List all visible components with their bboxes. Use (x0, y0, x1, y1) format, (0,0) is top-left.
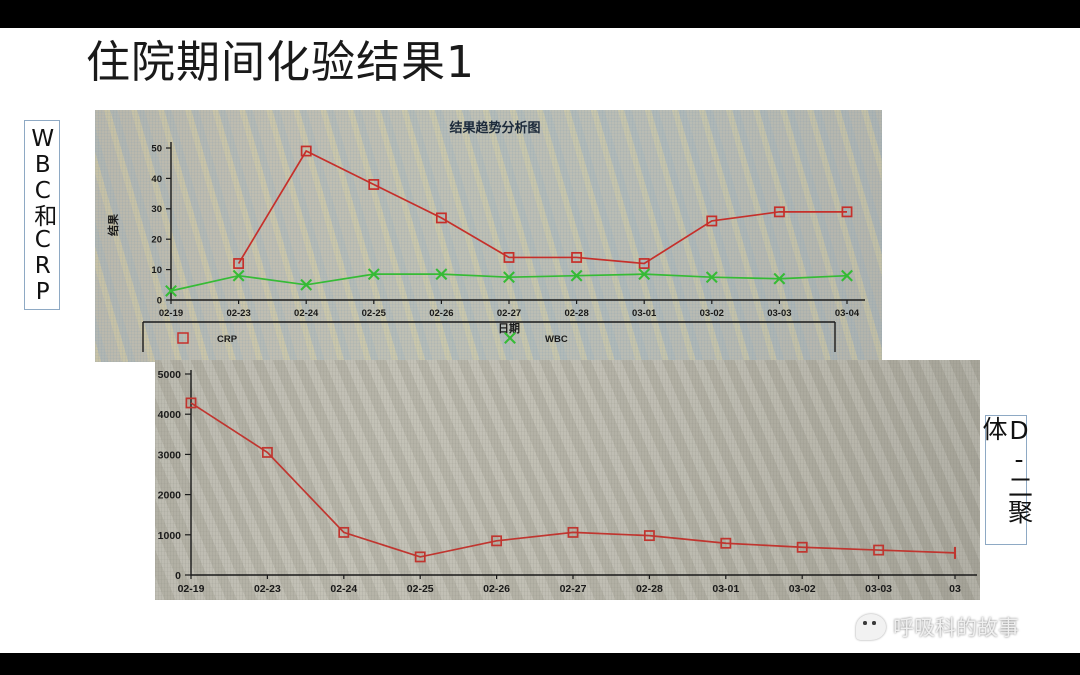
svg-text:30: 30 (151, 204, 162, 215)
svg-text:02-28: 02-28 (636, 583, 663, 595)
svg-text:CRP: CRP (217, 334, 238, 345)
wechat-icon (856, 614, 886, 640)
svg-text:02-19: 02-19 (159, 308, 183, 319)
letterbox-top (0, 0, 1080, 28)
svg-text:结果: 结果 (106, 214, 120, 237)
watermark: 呼吸科的故事 (856, 606, 1060, 648)
svg-text:03-04: 03-04 (835, 308, 860, 319)
svg-text:02-26: 02-26 (429, 308, 453, 319)
svg-text:02-24: 02-24 (330, 583, 357, 595)
svg-text:02-27: 02-27 (560, 583, 587, 595)
svg-text:02-28: 02-28 (564, 308, 588, 319)
svg-text:5000: 5000 (158, 369, 182, 381)
callout-d-dimer: D-二聚体 (979, 415, 1034, 545)
svg-text:03-02: 03-02 (789, 583, 816, 595)
svg-text:02-19: 02-19 (178, 583, 205, 595)
svg-text:03-02: 03-02 (700, 308, 724, 319)
svg-text:日期: 日期 (498, 321, 520, 335)
svg-text:3000: 3000 (158, 449, 182, 461)
svg-text:02-24: 02-24 (294, 308, 319, 319)
callout-wbc-crp-label: WBC和CRP (29, 125, 56, 305)
svg-text:03-01: 03-01 (712, 583, 739, 595)
svg-text:03-01: 03-01 (632, 308, 657, 319)
svg-text:WBC: WBC (545, 334, 568, 345)
svg-text:02-26: 02-26 (483, 583, 510, 595)
svg-text:03: 03 (949, 583, 961, 595)
svg-text:02-23: 02-23 (254, 583, 281, 595)
chart-d-dimer: 010002000300040005000结果02-1902-2302-2402… (158, 369, 977, 595)
svg-text:02-25: 02-25 (407, 583, 434, 595)
svg-text:03-03: 03-03 (767, 308, 791, 319)
chart-photo-d-dimer: 010002000300040005000结果02-1902-2302-2402… (155, 360, 980, 600)
callout-wbc-crp: WBC和CRP (24, 120, 60, 310)
svg-text:0: 0 (157, 295, 162, 306)
svg-text:02-25: 02-25 (362, 308, 387, 319)
callout-d-dimer-label: D-二聚体 (979, 416, 1034, 524)
chart-photo-wbc-crp: 结果趋势分析图 0 10 20 30 40 50 结果 02-19 02-23 02-24 02-25… (95, 110, 882, 362)
page-title: 住院期间化验结果1 (86, 37, 475, 88)
watermark-text: 呼吸科的故事 (893, 616, 1019, 640)
svg-text:02-27: 02-27 (497, 308, 521, 319)
svg-text:10: 10 (151, 265, 162, 276)
svg-text:20: 20 (151, 235, 162, 246)
svg-text:02-23: 02-23 (226, 308, 250, 319)
photo-paper-texture (95, 110, 882, 362)
svg-text:结果趋势分析图: 结果趋势分析图 (449, 120, 540, 136)
svg-text:0: 0 (175, 570, 181, 582)
svg-text:2000: 2000 (158, 490, 182, 502)
svg-text:03-03: 03-03 (865, 583, 892, 595)
svg-text:40: 40 (151, 174, 162, 185)
svg-text:1000: 1000 (158, 530, 182, 542)
svg-text:50: 50 (151, 143, 162, 154)
svg-text:4000: 4000 (158, 409, 182, 421)
letterbox-bottom (0, 653, 1080, 675)
photo-paper-texture (155, 360, 980, 600)
chart-wbc-crp: 结果趋势分析图 0 10 20 30 40 50 结果 02-19 02-23 02-24 02-25… (106, 120, 865, 352)
